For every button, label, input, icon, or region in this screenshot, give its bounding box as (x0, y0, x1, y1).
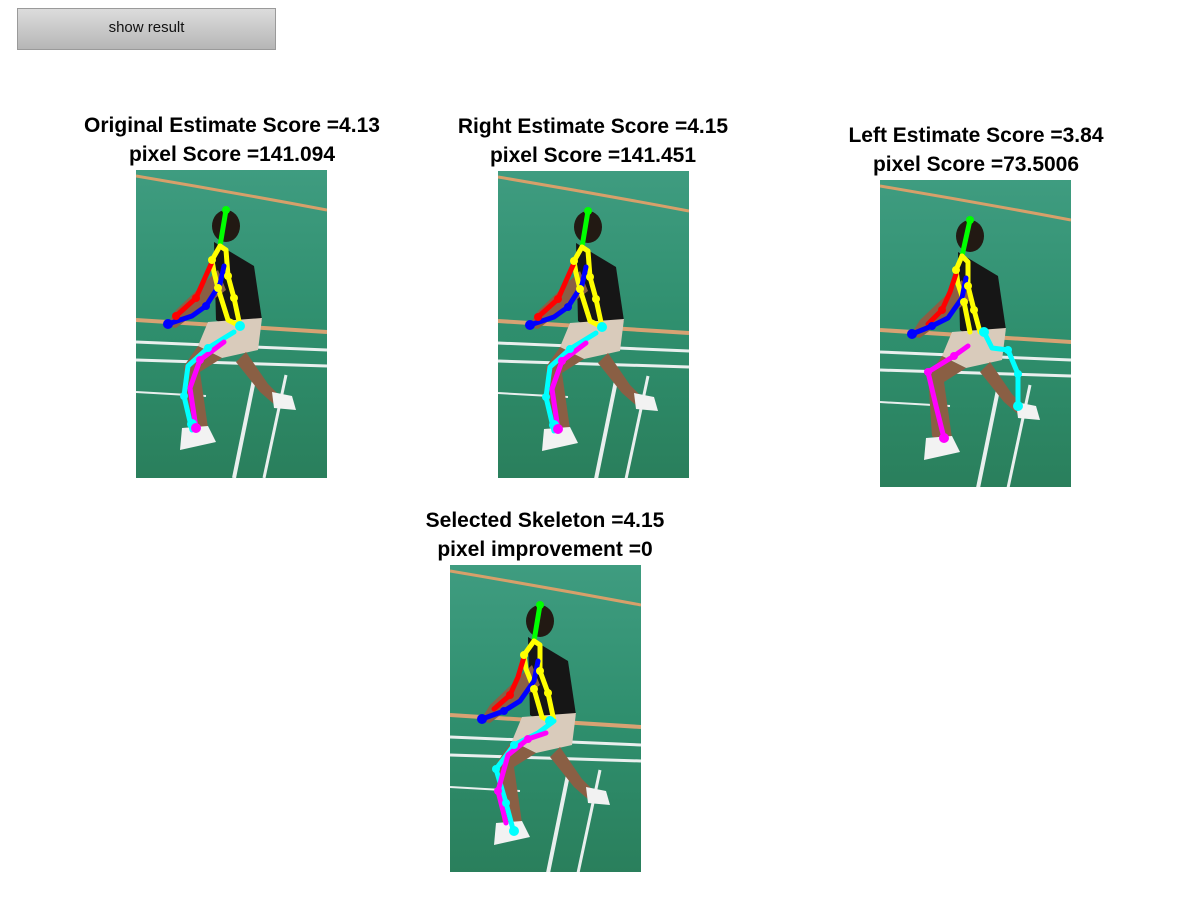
selected-score-text: Selected Skeleton =4.15 (425, 509, 665, 532)
left-pixel-score-text: pixel Score =73.5006 (872, 153, 1080, 176)
left-skeleton-image (880, 180, 1071, 487)
left-score-text: Left Estimate Score =3.84 (848, 124, 1104, 147)
show-result-button[interactable]: show result (17, 8, 276, 50)
selected-skeleton-title: Selected Skeleton =4.15 pixel improvemen… (365, 506, 725, 564)
selected-skeleton-image (450, 565, 641, 872)
original-score-text: Original Estimate Score =4.13 (84, 114, 380, 137)
selected-pixel-improvement-text: pixel improvement =0 (437, 538, 653, 561)
selected-skeleton-svg (450, 565, 641, 872)
original-estimate-title: Original Estimate Score =4.13 pixel Scor… (52, 111, 412, 169)
original-skeleton-image (136, 170, 327, 478)
right-estimate-title: Right Estimate Score =4.15 pixel Score =… (413, 112, 773, 170)
original-pixel-score-text: pixel Score =141.094 (128, 143, 336, 166)
right-skeleton-image (498, 171, 689, 478)
original-estimate-image (136, 170, 327, 478)
left-estimate-image (880, 180, 1071, 487)
right-score-text: Right Estimate Score =4.15 (457, 115, 729, 138)
left-estimate-title: Left Estimate Score =3.84 pixel Score =7… (796, 121, 1156, 179)
right-pixel-score-text: pixel Score =141.451 (489, 144, 697, 167)
right-estimate-image (498, 171, 689, 478)
